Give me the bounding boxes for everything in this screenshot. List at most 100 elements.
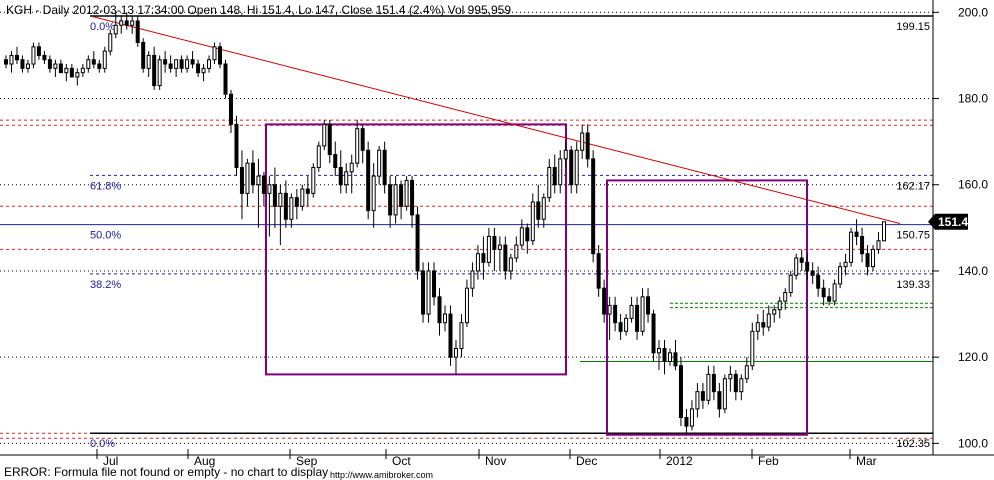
candle-body <box>327 123 332 156</box>
candle-body <box>508 257 513 272</box>
candle-body <box>146 54 151 69</box>
last-price-tag: 151.4 <box>928 213 968 230</box>
candle-body <box>448 313 453 358</box>
candle-body <box>404 179 409 207</box>
candle-body <box>722 378 727 410</box>
candle-body <box>497 244 502 250</box>
x-tick-label: Feb <box>758 454 779 468</box>
error-message: ERROR: Formula file not found or empty -… <box>4 465 328 479</box>
fib-pct-label: 0.0% <box>90 438 115 450</box>
candle-body <box>843 261 848 268</box>
pattern-boxes <box>265 123 808 436</box>
candle-body <box>207 59 212 69</box>
fib-value-label: 139.33 <box>896 279 930 291</box>
fib-pct-label: 61.8% <box>90 180 121 192</box>
candle-body <box>607 304 612 315</box>
candle-body <box>25 63 30 69</box>
candle-body <box>47 59 52 69</box>
candle-body <box>179 59 184 69</box>
candle-body <box>36 46 41 56</box>
candle-body <box>585 132 590 160</box>
candle-body <box>876 240 881 250</box>
candle-body <box>399 184 404 207</box>
candle-body <box>547 166 552 199</box>
candle-body <box>31 46 36 65</box>
candle-body <box>333 154 338 168</box>
candle-body <box>788 274 793 294</box>
candle-body <box>163 59 168 65</box>
candle-body <box>640 296 645 332</box>
candle-body <box>689 408 694 427</box>
candles <box>4 12 886 435</box>
candle-body <box>338 166 343 186</box>
candle-body <box>519 227 524 246</box>
candle-body <box>536 201 541 220</box>
y-axis-ticks: 100.0 120.0 140.0 160.0 180.0 200.0 <box>933 5 988 450</box>
candle-body <box>152 54 157 87</box>
candle-body <box>481 253 486 263</box>
candle-body <box>805 261 810 272</box>
candle-body <box>410 179 415 216</box>
candle-body <box>212 46 217 61</box>
candle-body <box>360 128 365 151</box>
candle-body <box>750 330 755 367</box>
candle-body <box>250 162 255 186</box>
candle-body <box>580 132 585 151</box>
candle-body <box>344 171 349 186</box>
candle-body <box>316 145 321 168</box>
candle-body <box>810 270 815 276</box>
candle-body <box>421 270 426 315</box>
candle-body <box>646 296 651 315</box>
candle-body <box>706 373 711 401</box>
y-tick-label: 140.0 <box>958 264 988 278</box>
candle-body <box>382 149 387 186</box>
candle-body <box>300 188 305 207</box>
candle-body <box>289 197 294 220</box>
candle-body <box>739 378 744 393</box>
candle-body <box>558 158 563 186</box>
candle-body <box>14 54 19 61</box>
candle-body <box>355 128 360 164</box>
x-tick-label: Aug <box>194 454 215 468</box>
candle-body <box>470 270 475 289</box>
x-tick-label: Jul <box>103 454 118 468</box>
candle-body <box>816 274 821 289</box>
fibonacci-lines <box>0 15 933 434</box>
candle-body <box>514 244 519 259</box>
candle-body <box>860 235 865 255</box>
candle-body <box>75 72 80 78</box>
candle-body <box>443 313 447 324</box>
fib-value-label: 102.35 <box>896 438 930 450</box>
candle-body <box>832 283 837 302</box>
candle-body <box>97 63 102 69</box>
candle-body <box>882 221 886 242</box>
candle-body <box>64 67 69 74</box>
x-tick-label: Nov <box>485 454 506 468</box>
last-price-tag-shape <box>928 213 968 230</box>
candle-body <box>157 59 162 87</box>
candle-body <box>662 348 667 362</box>
candle-body <box>569 149 574 186</box>
x-tick-label: Sep <box>296 454 318 468</box>
candle-body <box>228 93 233 125</box>
x-axis-ticks: Jul Aug Sep Oct Nov Dec 2012 Feb Mar <box>96 449 877 468</box>
candle-body <box>799 257 804 263</box>
candle-body <box>86 59 91 69</box>
candle-body <box>772 309 777 315</box>
candle-body <box>393 184 398 216</box>
amibroker-url[interactable]: http://www.amibroker.com <box>330 470 433 480</box>
candle-body <box>102 50 107 69</box>
candle-body <box>794 257 799 276</box>
candle-body <box>596 253 601 289</box>
candle-body <box>196 63 201 74</box>
trendline-group <box>92 16 901 225</box>
y-tick-label: 100.0 <box>958 436 988 450</box>
candle-body <box>492 235 497 250</box>
chart-title: KGH - Daily 2012-03-13 17:34:00 Open 148… <box>6 3 511 17</box>
candle-body <box>667 352 672 362</box>
candle-body <box>437 296 442 324</box>
candle-body <box>239 166 244 194</box>
fib-value-label: 150.75 <box>896 230 930 242</box>
